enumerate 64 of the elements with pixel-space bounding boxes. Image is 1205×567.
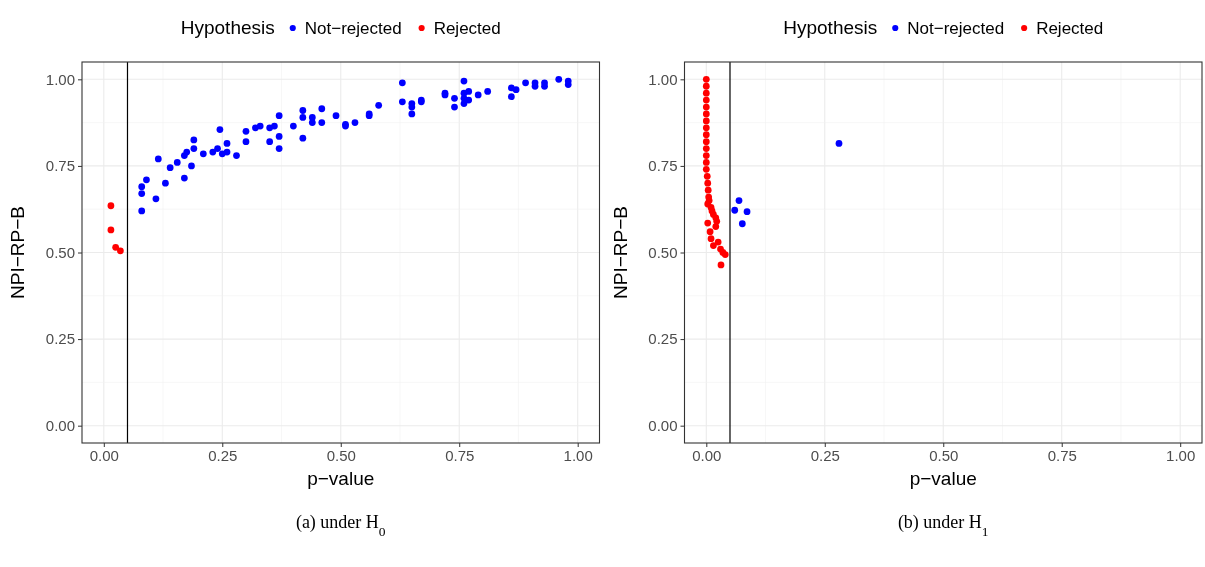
text: (b) under H$_{1}$ [897,512,989,539]
point [107,202,115,210]
y-tick-label: 0.75 [45,157,75,175]
x-tick-label: 0.75 [445,446,475,464]
point [702,110,710,118]
y-tick-label: 0.25 [45,330,75,348]
x-tick-label: 0.50 [326,446,356,464]
x-tick-label: 0.50 [929,446,959,464]
x-axis-title: p−value [909,468,977,489]
y-axis-title: NPI−RP−B [7,206,28,299]
point [710,242,717,249]
y-tick-label: 0.50 [648,243,678,261]
point [702,138,710,146]
point [117,247,124,255]
y-tick-label: 1.00 [648,70,678,88]
text: (a) under H$_{0}$ [295,512,386,539]
x-tick-label: 0.25 [208,446,238,464]
point [702,152,710,159]
point [702,159,710,166]
legend-title: Hypothesis [783,17,878,38]
y-axis-title: NPI−RP−B [609,206,631,299]
x-axis-title: p−value [307,468,375,489]
point [702,89,710,97]
point [702,131,710,139]
y-tick-label: 0.00 [648,416,678,434]
point [702,103,710,111]
y-tick-label: 1.00 [45,70,75,88]
point [702,82,710,90]
x-tick-label: 1.00 [563,446,593,464]
point [835,140,843,147]
point [704,179,712,187]
x-tick-label: 0.25 [810,446,840,464]
point [702,165,710,173]
point [735,197,743,204]
point [107,226,115,234]
legend-label: Not−rejected [907,19,1005,38]
x-tick-label: 0.75 [1047,446,1077,464]
legend-label: Rejected [1036,19,1104,38]
point [707,235,715,243]
point [702,96,710,104]
legend-label: Rejected [433,19,501,38]
point [112,243,120,251]
point [704,219,712,227]
point [704,186,712,194]
point [717,261,725,269]
y-tick-label: 0.50 [45,243,75,261]
point [702,124,710,132]
point [738,220,746,228]
point [731,206,739,214]
point [712,223,720,230]
point [702,145,710,152]
x-tick-label: 0.00 [692,446,722,464]
y-tick-label: 0.25 [648,330,678,348]
x-tick-label: 0.00 [89,446,119,464]
y-tick-label: 0.75 [648,157,678,175]
point [743,208,751,216]
y-tick-label: 0.00 [45,416,75,434]
point [702,117,710,125]
point [706,228,714,236]
point [702,75,710,83]
x-tick-label: 1.00 [1166,446,1196,464]
point [703,172,711,180]
legend-title: Hypothesis [180,17,275,38]
legend-label: Not−rejected [304,19,402,38]
